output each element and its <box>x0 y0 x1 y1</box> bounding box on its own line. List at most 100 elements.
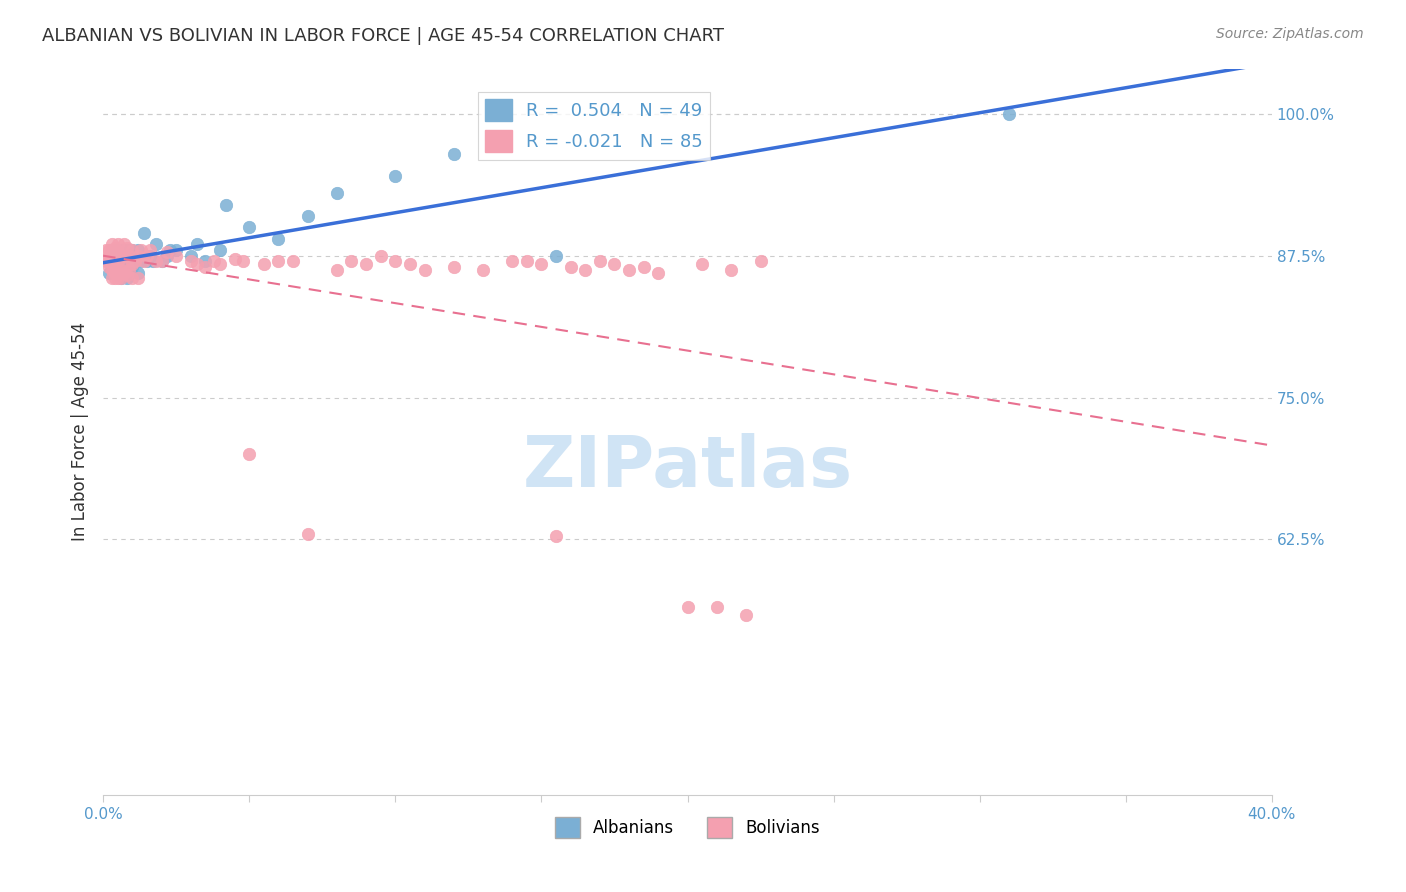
Point <box>633 260 655 274</box>
Point <box>139 249 162 263</box>
Point <box>326 186 349 201</box>
Point <box>617 263 640 277</box>
Point <box>107 245 129 260</box>
Point <box>194 254 217 268</box>
Point <box>544 529 567 543</box>
Point <box>238 220 260 235</box>
Point <box>112 243 135 257</box>
Point <box>115 268 138 282</box>
Point <box>107 237 129 252</box>
Point <box>238 447 260 461</box>
Point <box>98 254 121 268</box>
Point <box>139 243 162 257</box>
Point <box>127 243 149 257</box>
Point <box>112 237 135 252</box>
Point <box>735 608 758 623</box>
Point <box>194 260 217 274</box>
Point <box>110 266 132 280</box>
Point <box>150 254 173 268</box>
Point <box>159 243 181 257</box>
Point <box>110 243 132 257</box>
Point <box>104 241 127 255</box>
Point <box>104 243 127 257</box>
Point <box>676 600 699 615</box>
Point <box>112 254 135 268</box>
Point <box>104 271 127 285</box>
Point <box>101 254 124 268</box>
Point <box>136 249 159 263</box>
Point <box>101 257 124 271</box>
Point <box>107 243 129 257</box>
Point <box>121 260 143 274</box>
Point <box>112 249 135 263</box>
Point <box>94 254 117 268</box>
Point <box>112 266 135 280</box>
Point <box>115 243 138 257</box>
Point <box>281 254 304 268</box>
Point <box>145 237 167 252</box>
Text: ALBANIAN VS BOLIVIAN IN LABOR FORCE | AGE 45-54 CORRELATION CHART: ALBANIAN VS BOLIVIAN IN LABOR FORCE | AG… <box>42 27 724 45</box>
Point <box>267 254 290 268</box>
Point <box>104 266 127 280</box>
Point <box>127 266 149 280</box>
Point <box>110 263 132 277</box>
Point <box>110 271 132 285</box>
Point <box>224 252 246 267</box>
Point <box>501 254 523 268</box>
Point <box>145 254 167 268</box>
Point <box>107 249 129 263</box>
Point <box>110 271 132 285</box>
Point <box>647 266 669 280</box>
Point <box>94 243 117 257</box>
Text: ZIPatlas: ZIPatlas <box>523 434 852 502</box>
Point <box>104 249 127 263</box>
Point <box>443 260 465 274</box>
Point <box>118 266 141 280</box>
Point <box>297 526 319 541</box>
Point <box>118 249 141 263</box>
Point <box>589 254 612 268</box>
Point <box>127 249 149 263</box>
Point <box>115 271 138 285</box>
Point <box>690 257 713 271</box>
Point <box>101 243 124 257</box>
Point <box>516 254 538 268</box>
Point <box>98 249 121 263</box>
Point <box>136 254 159 268</box>
Point <box>208 243 231 257</box>
Point <box>215 197 238 211</box>
Point <box>107 271 129 285</box>
Point <box>208 257 231 271</box>
Point <box>384 169 406 184</box>
Point <box>297 209 319 223</box>
Point <box>443 146 465 161</box>
Point <box>574 263 596 277</box>
Point <box>340 254 363 268</box>
Point <box>107 260 129 274</box>
Point <box>253 257 276 271</box>
Legend: Albanians, Bolivians: Albanians, Bolivians <box>548 811 827 845</box>
Point <box>998 107 1021 121</box>
Point <box>107 254 129 268</box>
Point <box>413 263 436 277</box>
Point <box>121 271 143 285</box>
Point <box>127 271 149 285</box>
Point <box>110 249 132 263</box>
Point <box>98 260 121 274</box>
Text: Source: ZipAtlas.com: Source: ZipAtlas.com <box>1216 27 1364 41</box>
Point <box>530 257 553 271</box>
Point <box>720 263 742 277</box>
Point <box>101 271 124 285</box>
Point <box>101 249 124 263</box>
Point <box>107 263 129 277</box>
Point <box>115 241 138 255</box>
Point <box>384 254 406 268</box>
Point <box>121 243 143 257</box>
Point <box>142 254 165 268</box>
Point <box>232 254 254 268</box>
Point <box>150 254 173 268</box>
Point <box>118 263 141 277</box>
Point <box>107 254 129 268</box>
Point <box>370 249 392 263</box>
Point <box>115 254 138 268</box>
